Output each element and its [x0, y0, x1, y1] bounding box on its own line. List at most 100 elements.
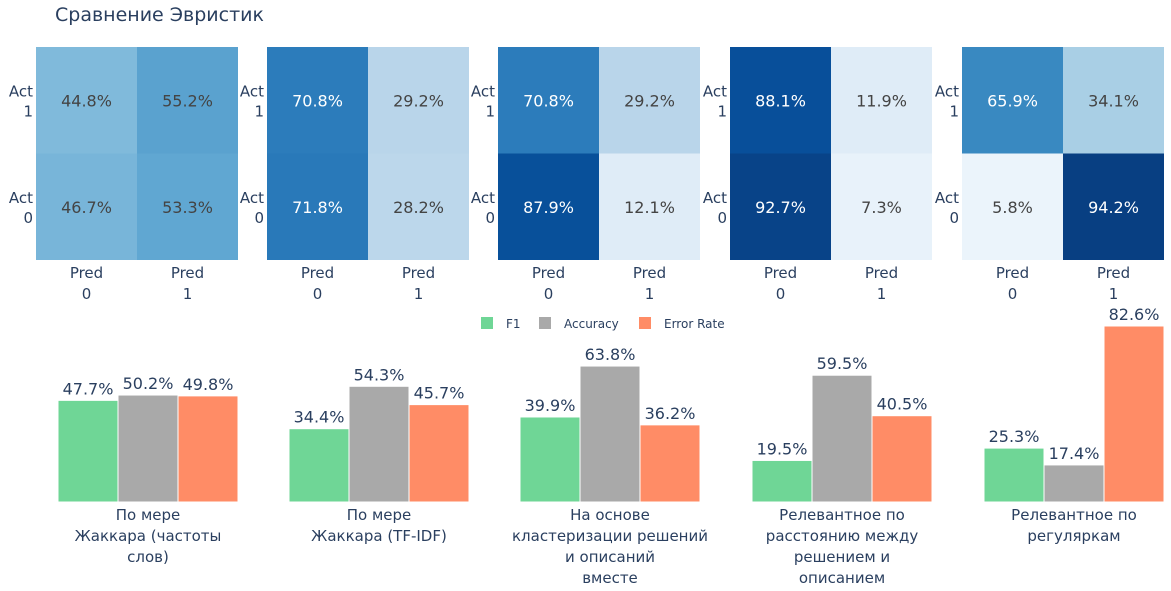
x-tick-label: Pred: [633, 264, 666, 282]
heatmap-cell: [368, 153, 469, 260]
heatmap-cell-label: 7.3%: [861, 198, 902, 217]
heatmap-cell-label: 65.9%: [987, 91, 1038, 110]
bar: [579, 365, 641, 503]
heatmap-cell: [267, 47, 368, 154]
bar: [1043, 464, 1105, 503]
category-label: описанием: [799, 569, 885, 587]
heatmap-cell-label: 71.8%: [292, 198, 343, 217]
heatmap-cell: [498, 47, 599, 154]
heatmap-cell-label: 88.1%: [755, 91, 806, 110]
heatmap-cell: [831, 47, 932, 154]
bar-value-label: 47.7%: [63, 379, 114, 398]
heatmap-cell-label: 34.1%: [1088, 91, 1139, 110]
bar-value-label: 49.8%: [183, 375, 234, 394]
y-tick-label: Act: [703, 189, 727, 207]
legend-label: F1: [506, 317, 521, 331]
heatmap-cell: [962, 47, 1063, 154]
x-tick-label: 1: [414, 285, 424, 303]
y-tick-label: Act: [935, 189, 959, 207]
heatmap-cell-label: 87.9%: [523, 198, 574, 217]
heatmap-cell: [137, 47, 238, 154]
bar: [57, 399, 119, 503]
y-tick-label: Act: [9, 82, 33, 100]
bar-value-label: 82.6%: [1109, 305, 1160, 324]
bar-value-label: 19.5%: [757, 439, 808, 458]
heatmap-cell-label: 28.2%: [393, 198, 444, 217]
y-tick-label: Act: [9, 189, 33, 207]
heatmap-cell-label: 46.7%: [61, 198, 112, 217]
category-label: расстоянию между: [766, 527, 919, 545]
bar: [639, 424, 701, 503]
heatmap-cell-label: 70.8%: [292, 91, 343, 110]
heatmap-cell: [730, 153, 831, 260]
y-tick-label: 0: [485, 209, 495, 227]
x-tick-label: 1: [183, 285, 193, 303]
bar: [408, 404, 470, 503]
category-label: Релевантное по: [1011, 506, 1137, 524]
y-tick-label: 1: [23, 102, 33, 120]
bar: [811, 374, 873, 503]
bar-value-label: 17.4%: [1049, 444, 1100, 463]
category-label: и описаний: [565, 548, 655, 566]
x-tick-label: Pred: [402, 264, 435, 282]
x-tick-label: 0: [82, 285, 92, 303]
y-tick-label: Act: [240, 82, 264, 100]
y-tick-label: 1: [949, 102, 959, 120]
heatmap-cell-label: 29.2%: [393, 91, 444, 110]
y-tick-label: Act: [471, 189, 495, 207]
heatmap-cell: [267, 153, 368, 260]
x-tick-label: 0: [1008, 285, 1018, 303]
category-label: Жаккара (TF-IDF): [311, 527, 447, 545]
category-label: Релевантное по: [779, 506, 905, 524]
bar: [177, 395, 239, 503]
bar: [288, 428, 350, 503]
bar-value-label: 63.8%: [585, 345, 636, 364]
category-label: вместе: [582, 569, 638, 587]
y-tick-label: 0: [23, 209, 33, 227]
x-tick-label: 1: [645, 285, 655, 303]
bar: [871, 415, 933, 503]
x-tick-label: Pred: [70, 264, 103, 282]
bar-value-label: 39.9%: [525, 396, 576, 415]
heatmap-cell-label: 11.9%: [856, 91, 907, 110]
x-tick-label: 0: [313, 285, 323, 303]
bar: [1103, 325, 1165, 503]
x-tick-label: 1: [1109, 285, 1119, 303]
heatmap-cell-label: 29.2%: [624, 91, 675, 110]
y-tick-label: Act: [935, 82, 959, 100]
category-label: слов): [127, 548, 169, 566]
bar-value-label: 45.7%: [414, 384, 465, 403]
heatmap-cell: [1063, 153, 1164, 260]
heatmap-cell: [137, 153, 238, 260]
heatmap-cell: [498, 153, 599, 260]
legend-swatch: [539, 317, 551, 329]
bar-value-label: 40.5%: [877, 395, 928, 414]
chart-title: Сравнение Эвристик: [55, 4, 264, 26]
y-tick-label: 1: [485, 102, 495, 120]
x-tick-label: 1: [877, 285, 887, 303]
bar: [751, 459, 813, 503]
x-tick-label: Pred: [764, 264, 797, 282]
x-tick-label: Pred: [532, 264, 565, 282]
category-label: кластеризации решений: [512, 527, 708, 545]
heatmap-cell: [36, 153, 137, 260]
x-tick-label: 0: [776, 285, 786, 303]
heatmap-cell-label: 70.8%: [523, 91, 574, 110]
x-tick-label: 0: [544, 285, 554, 303]
bar-value-label: 59.5%: [817, 354, 868, 373]
heatmap-cell-label: 55.2%: [162, 91, 213, 110]
heatmap-cell: [1063, 47, 1164, 154]
x-tick-label: Pred: [1097, 264, 1130, 282]
legend-swatch: [481, 317, 493, 329]
category-label: По мере: [116, 506, 181, 524]
category-label: регуляркам: [1027, 527, 1120, 545]
y-tick-label: 1: [254, 102, 264, 120]
y-tick-label: Act: [471, 82, 495, 100]
category-label: На основе: [570, 506, 650, 524]
y-tick-label: 0: [717, 209, 727, 227]
bar: [519, 416, 581, 503]
bar: [983, 447, 1045, 503]
y-tick-label: 0: [949, 209, 959, 227]
